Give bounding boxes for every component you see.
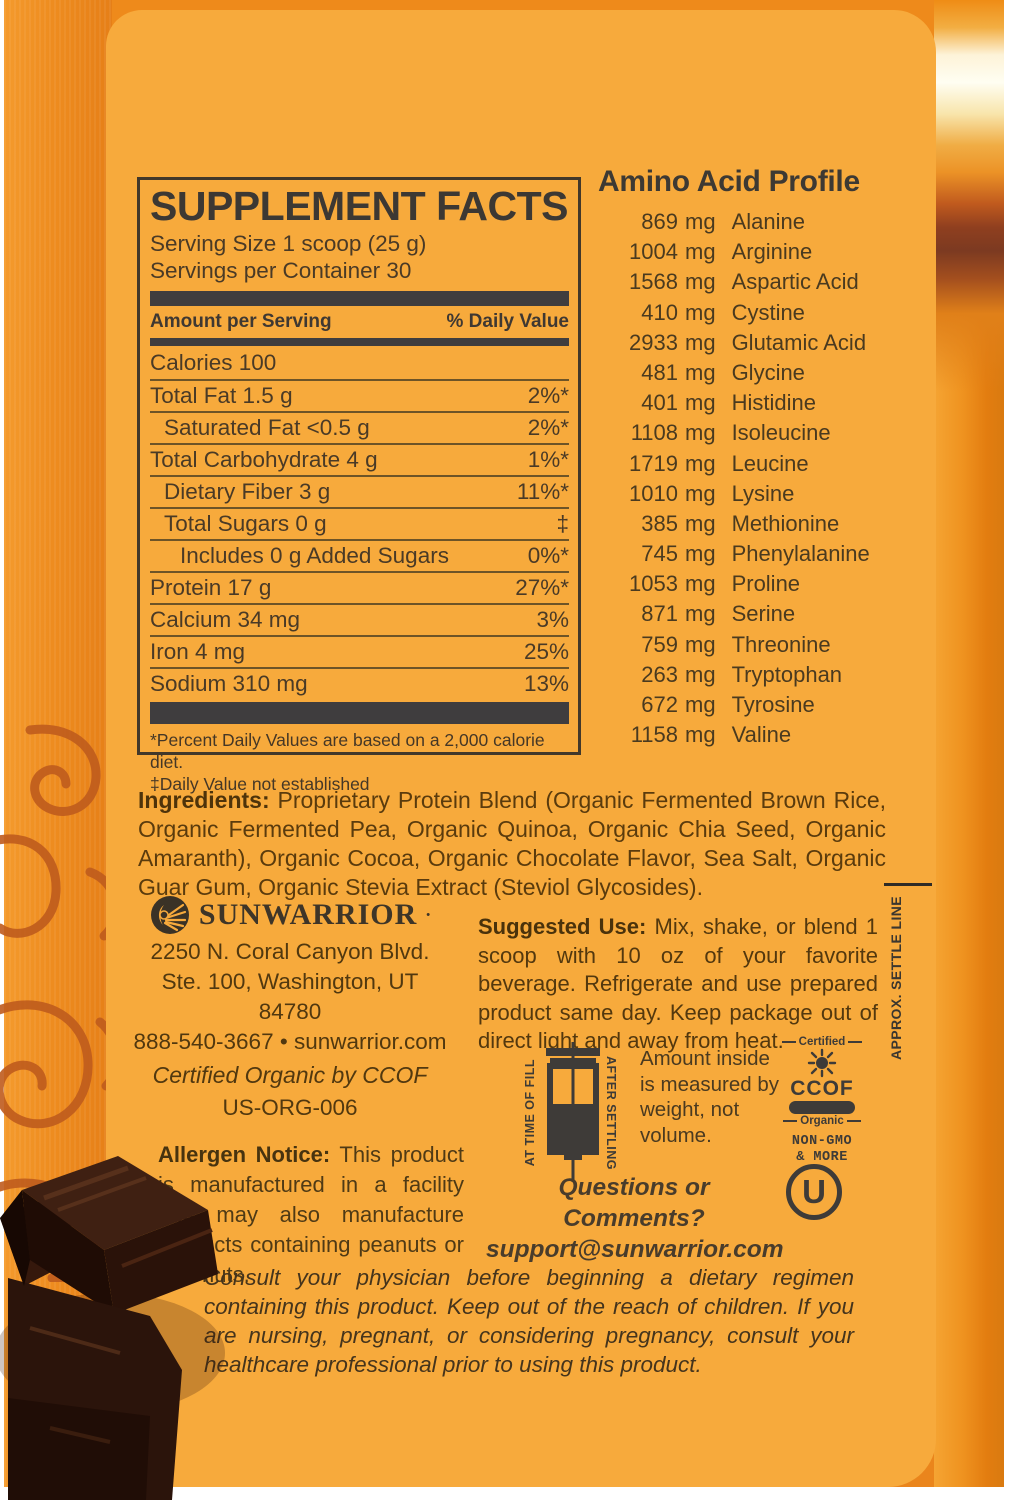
amount-per-serving-header: Amount per Serving [150,311,332,332]
ingredients-text: Proprietary Protein Blend (Organic Ferme… [138,787,886,900]
questions-line: Questions or Comments? [558,1174,710,1232]
fact-row: Total Sugars 0 g ‡ [150,507,569,539]
amino-row: 1568 mg Aspartic Acid [629,269,859,295]
ccof-name: CCOF [790,1077,854,1100]
allergen-label: Allergen Notice: [158,1142,331,1167]
fact-row: Saturated Fat <0.5 g 2%* [150,411,569,443]
settle-line-label: APPROX. SETTLE LINE [888,896,904,1060]
sunflower-icon [807,1048,837,1078]
brand-logo-row: SUNWARRIOR • [130,893,450,937]
servings-per-container: Servings per Container 30 [150,258,412,283]
amino-row: 263 mg Tryptophan [641,661,843,687]
suggested-use-label: Suggested Use: [478,914,647,939]
amino-title: Amino Acid Profile [598,165,860,198]
certified-organic-line: Certified Organic by CCOF [152,1062,428,1088]
amino-row: 385 mg Methionine [641,510,840,536]
divider-bar [150,702,569,724]
amino-row: 869 mg Alanine [641,209,805,234]
amino-rows: 869 mg Alanine 1004 mg Arginine 1568 mg Aspart… [598,209,908,752]
amino-row: 1053 mg Proline [629,571,801,597]
fill-diagram-caption: Amount inside is measured by weight, not… [640,1047,780,1147]
amino-row: 1158 mg Valine [630,722,792,748]
divider-bar [150,338,569,346]
facts-header-row: Amount per Serving % Daily Value [150,306,569,338]
ccof-banner [789,1101,855,1114]
support-email: support@sunwarrior.com [486,1236,784,1263]
footnote-not-established: ‡Daily Value not established [150,774,370,794]
fact-row: Sodium 310 mg 13% [150,667,569,699]
ingredients-paragraph: Ingredients: Proprietary Protein Blend (… [138,786,886,902]
suggested-use-text: Mix, shake, or blend 1 scoop with 10 oz … [478,914,878,1053]
fill-diagram-left-label: AT TIME OF FILL [523,1059,537,1167]
ccof-certified-label: Certified [770,1036,874,1048]
suggested-use-paragraph: Suggested Use: Mix, shake, or blend 1 sc… [478,913,878,1056]
chocolate-pieces-photo [0,1156,225,1500]
supplement-facts-title: SUPPLEMENT FACTS [150,183,568,229]
amino-row: 672 mg Tyrosine [641,692,815,717]
daily-value-header: % Daily Value [446,311,569,332]
ingredients-label: Ingredients: [138,787,270,813]
amino-row: 1719 mg Leucine [629,450,809,476]
org-code: US-ORG-006 [222,1095,358,1120]
facts-footnotes: *Percent Daily Values are based on a 2,0… [150,729,569,795]
amino-row: 481 mg Glycine [641,359,805,385]
amino-row: 401 mg Histidine [641,390,816,416]
fact-row: Dietary Fiber 3 g 11%* [150,475,569,507]
fact-row: Iron 4 mg 25% [150,635,569,667]
amino-row: 1108 mg Isoleucine [630,420,831,446]
serving-size: Serving Size 1 scoop (25 g) [150,231,427,256]
label-panel [106,10,936,1487]
divider-bar [150,291,569,306]
amino-row: 2933 mg Glutamic Acid [629,329,867,355]
fact-row: Protein 17 g 27%* [150,571,569,603]
fact-row: Total Fat 1.5 g 2%* [150,379,569,411]
address-line-1: 2250 N. Coral Canyon Blvd. [150,939,430,964]
kosher-ou-icon: U [786,1164,842,1220]
ccof-organic-label: Organic [770,1115,874,1127]
brand-name: SUNWARRIOR [198,898,418,931]
non-gmo-label: NON-GMO & MORE [791,1134,853,1165]
amino-row: 745 mg Phenylalanine [641,541,870,567]
background-photo-glimpse [934,0,1004,392]
fact-row: Includes 0 g Added Sugars 0%* [150,539,569,571]
trademark-symbol: • [426,909,431,921]
amino-row: 759 mg Threonine [641,631,831,657]
fill-diagram-right-label: AFTER SETTLING [604,1056,618,1170]
company-block: SUNWARRIOR • 2250 N. Coral Canyon Blvd. … [130,893,450,1123]
amino-row: 871 mg Serine [641,601,796,627]
fact-row: Calcium 34 mg 3% [150,603,569,635]
amino-row: 1004 mg Arginine [629,239,813,265]
amino-acid-profile: Amino Acid Profile 869 mg Alanine 1004 mg Ar… [598,164,908,752]
fact-row: Total Carbohydrate 4 g 1%* [150,443,569,475]
ccof-badge: Certified CCOF Organic NON-GMO & MORE [770,1036,874,1166]
questions-block: Questions or Comments? support@sunwarrio… [486,1172,784,1265]
calories-row: Calories 100 [150,349,277,375]
settle-line-mark [884,883,932,886]
sun-logo-icon [150,896,189,934]
phone-website: 888-540-3667 • sunwarrior.com [133,1029,447,1054]
footnote-daily-values: *Percent Daily Values are based on a 2,0… [150,730,545,772]
consult-physician-paragraph: Consult your physician before beginning … [204,1264,854,1377]
jar-fill-icon [546,1042,600,1182]
address-line-2: Ste. 100, Washington, UT 84780 [161,969,419,1024]
supplement-facts-box: SUPPLEMENT FACTS Serving Size 1 scoop (2… [137,177,581,794]
amino-row: 410 mg Cystine [641,299,805,325]
amino-row: 1010 mg Lysine [629,480,795,506]
